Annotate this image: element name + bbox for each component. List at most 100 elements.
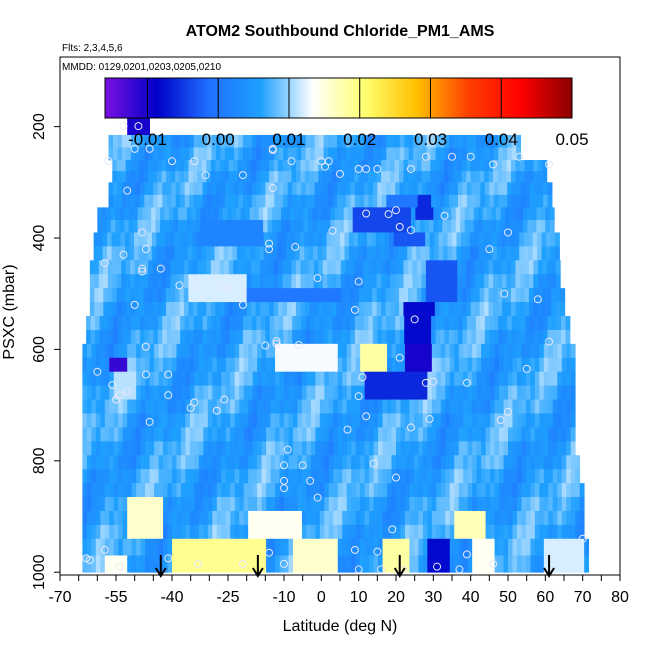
heatmap-cell xyxy=(176,385,182,400)
heatmap-cell xyxy=(391,427,397,442)
heatmap-cell xyxy=(475,260,481,275)
heatmap-cell xyxy=(322,246,327,261)
heatmap-cell xyxy=(516,555,522,573)
heatmap-cell xyxy=(367,160,373,172)
heatmap-cell xyxy=(436,413,442,428)
heatmap-cell xyxy=(342,455,348,470)
heatmap-cell xyxy=(503,413,509,428)
heatmap-cell xyxy=(372,171,377,183)
heatmap-cell xyxy=(309,171,315,183)
heatmap-cell xyxy=(309,160,315,172)
heatmap-cell xyxy=(315,441,321,456)
heatmap-cell xyxy=(189,147,195,161)
heatmap-cell xyxy=(176,555,182,573)
heatmap-cell xyxy=(251,182,257,196)
heatmap-cell xyxy=(248,357,254,373)
heatmap-cell xyxy=(336,302,342,317)
heatmap-cell xyxy=(449,413,455,428)
heatmap-cell xyxy=(115,219,121,233)
heatmap-cell xyxy=(411,232,417,247)
heatmap-cell xyxy=(113,329,118,345)
heatmap-cell xyxy=(216,555,222,573)
heatmap-cell xyxy=(273,171,279,183)
heatmap-cell xyxy=(557,469,563,484)
heatmap-cell xyxy=(131,497,137,512)
heatmap-cell xyxy=(264,260,270,275)
heatmap-cell xyxy=(342,510,348,526)
heatmap-cell xyxy=(252,343,258,359)
heatmap-cell xyxy=(292,385,298,400)
heatmap-cell xyxy=(157,147,163,161)
heatmap-cell xyxy=(151,207,156,221)
heatmap-cell xyxy=(294,207,300,221)
heatmap-cell xyxy=(561,483,567,498)
heatmap-cell xyxy=(315,510,321,526)
heatmap-cell xyxy=(179,274,185,289)
heatmap-cell xyxy=(127,455,133,470)
heatmap-cell xyxy=(212,357,218,373)
heatmap-cell xyxy=(378,371,383,387)
heatmap-cell xyxy=(381,302,386,317)
heatmap-cell xyxy=(498,134,504,148)
heatmap-cell xyxy=(301,497,307,512)
heatmap-cell xyxy=(107,274,113,289)
sample-point xyxy=(489,160,498,169)
sample-point xyxy=(138,228,147,237)
heatmap-cell xyxy=(476,427,482,442)
heatmap-cell xyxy=(100,385,106,400)
heatmap-cell xyxy=(541,232,547,247)
heatmap-cell xyxy=(270,455,276,470)
heatmap-cell xyxy=(369,455,374,470)
heatmap-cell xyxy=(118,497,124,512)
heatmap-cell xyxy=(221,455,227,470)
heatmap-cell xyxy=(396,455,401,470)
heatmap-cell xyxy=(216,524,222,540)
heatmap-cell xyxy=(230,399,236,414)
heatmap-cell xyxy=(543,455,549,470)
heatmap-cell xyxy=(360,427,366,442)
heatmap-cell xyxy=(104,399,110,414)
heatmap-cell xyxy=(452,160,458,172)
heatmap-cell xyxy=(304,160,310,172)
heatmap-cell xyxy=(552,441,558,456)
heatmap-cell xyxy=(185,441,191,456)
heatmap-cell xyxy=(472,497,478,512)
heatmap-cell xyxy=(340,302,346,317)
heatmap-cell xyxy=(446,207,452,221)
heatmap-cell xyxy=(108,329,114,345)
heatmap-cell xyxy=(207,134,212,148)
heatmap-cell xyxy=(248,343,254,359)
heatmap-cell xyxy=(288,371,294,387)
heatmap-cell xyxy=(401,207,407,221)
heatmap-cell xyxy=(390,274,395,289)
heatmap-cell xyxy=(337,538,343,556)
heatmap-cell xyxy=(109,427,115,442)
heatmap-cell xyxy=(511,147,517,161)
heatmap-cell xyxy=(275,510,280,526)
heatmap-cell xyxy=(351,413,357,428)
heatmap-cell xyxy=(174,288,180,303)
heatmap-cell xyxy=(484,316,490,331)
heatmap-cell xyxy=(449,329,454,345)
heatmap-cell xyxy=(499,483,504,498)
heatmap-cell xyxy=(328,469,334,484)
heatmap-cell xyxy=(308,246,314,261)
heatmap-cell xyxy=(301,194,307,208)
heatmap-cell xyxy=(475,302,481,317)
heatmap-cell xyxy=(269,316,275,331)
sample-point xyxy=(425,415,434,424)
heatmap-cell xyxy=(463,497,469,512)
heatmap-cell xyxy=(118,538,124,556)
heatmap-cell xyxy=(351,357,357,373)
heatmap-cell xyxy=(398,246,404,261)
heatmap-cell xyxy=(430,171,436,183)
heatmap-cell xyxy=(180,555,186,573)
heatmap-cell xyxy=(206,160,212,172)
heatmap-cell xyxy=(363,302,369,317)
heatmap-cell xyxy=(391,371,397,387)
heatmap-cell xyxy=(533,171,539,183)
heatmap-cell xyxy=(476,497,482,512)
heatmap-cell xyxy=(493,260,498,275)
heatmap-cell xyxy=(166,329,172,345)
heatmap-cell xyxy=(382,399,388,414)
